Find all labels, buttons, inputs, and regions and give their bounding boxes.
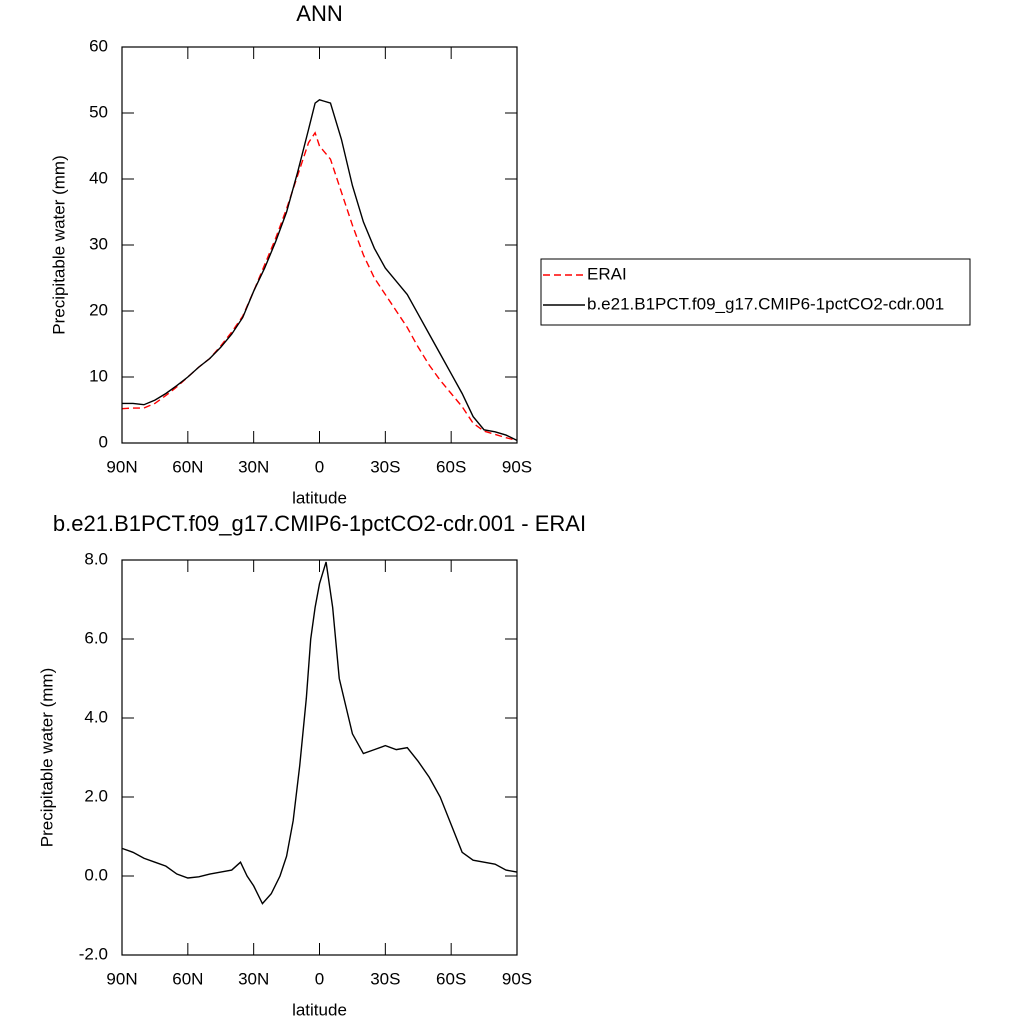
x-axis-label: latitude [292, 488, 347, 507]
x-tick-label: 30S [370, 969, 400, 988]
data-line [121, 561, 518, 905]
y-tick-label: 0 [99, 432, 108, 451]
y-tick-label: 40 [89, 168, 108, 187]
x-tick-label: 60N [172, 969, 203, 988]
legend-label: ERAI [587, 264, 627, 283]
y-tick-label: 30 [89, 234, 108, 253]
legend-label: b.e21.B1PCT.f09_g17.CMIP6-1pctCO2-cdr.00… [587, 294, 944, 313]
x-tick-label: 60S [436, 457, 466, 476]
y-tick-label: 4.0 [84, 707, 108, 726]
x-tick-label: 30S [370, 457, 400, 476]
chart-title: b.e21.B1PCT.f09_g17.CMIP6-1pctCO2-cdr.00… [53, 511, 586, 536]
x-tick-label: 0 [315, 969, 324, 988]
x-tick-label: 90S [502, 969, 532, 988]
x-tick-label: 30N [238, 969, 269, 988]
x-axis-label: latitude [292, 1000, 347, 1019]
data-line [121, 131, 518, 442]
y-tick-label: -2.0 [79, 944, 108, 963]
y-tick-label: 10 [89, 366, 108, 385]
x-tick-label: 60N [172, 457, 203, 476]
plot-frame [121, 559, 518, 956]
data-line [122, 99, 518, 441]
y-tick-label: 2.0 [84, 786, 108, 805]
chart-title: ANN [296, 1, 342, 26]
y-tick-label: 8.0 [84, 549, 108, 568]
x-tick-label: 0 [315, 457, 324, 476]
y-axis-label: Precipitable water (mm) [37, 668, 56, 848]
y-axis-label: Precipitable water (mm) [49, 155, 68, 335]
x-tick-label: 90N [106, 969, 137, 988]
y-tick-label: 6.0 [84, 628, 108, 647]
y-tick-label: 50 [89, 102, 108, 121]
x-tick-label: 30N [238, 457, 269, 476]
y-tick-label: 0.0 [84, 865, 108, 884]
plot-frame [121, 46, 518, 444]
y-tick-label: 20 [89, 300, 108, 319]
x-tick-label: 60S [436, 969, 466, 988]
x-tick-label: 90S [502, 457, 532, 476]
y-tick-label: 60 [89, 36, 108, 55]
legend-box [540, 258, 971, 326]
x-tick-label: 90N [106, 457, 137, 476]
